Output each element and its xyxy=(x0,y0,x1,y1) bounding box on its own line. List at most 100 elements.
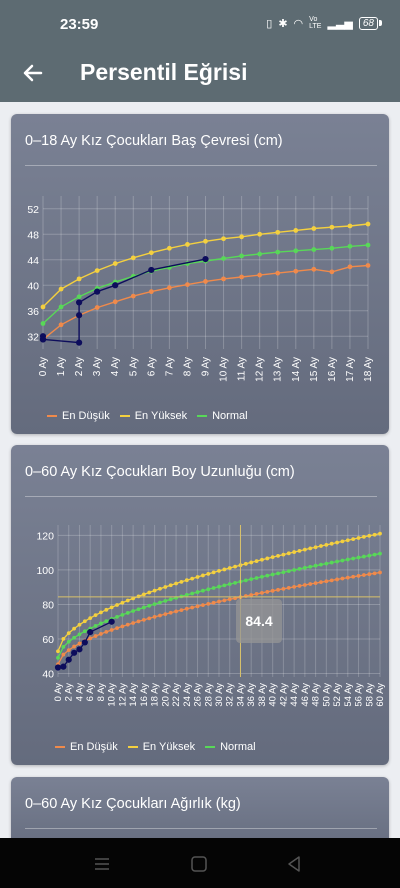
legend-item[interactable]: Normal xyxy=(205,741,256,753)
x-tick-label: 16 Ay xyxy=(139,683,150,707)
menu-icon[interactable] xyxy=(90,852,114,876)
data-point xyxy=(254,559,259,563)
data-point xyxy=(313,581,318,585)
data-point xyxy=(347,264,353,270)
data-point xyxy=(82,619,87,624)
data-point xyxy=(93,623,98,628)
y-tick-label: 40 xyxy=(27,280,39,292)
data-point xyxy=(179,579,184,584)
data-point xyxy=(166,245,172,251)
card-divider xyxy=(25,165,377,166)
data-point xyxy=(217,584,221,589)
data-point xyxy=(115,603,119,607)
data-point xyxy=(72,644,76,649)
app-bar: Persentil Eğrisi xyxy=(0,44,400,102)
signal-icon: ▂▃▅ xyxy=(327,17,353,30)
system-nav-bar xyxy=(0,838,400,888)
data-point xyxy=(136,607,141,612)
data-point xyxy=(112,282,119,289)
data-point xyxy=(345,538,350,543)
legend-label: En Düşük xyxy=(70,741,118,753)
x-tick-label: 6 Ay xyxy=(85,683,96,702)
legend-label: En Yüksek xyxy=(142,741,196,753)
head-circumference-chart[interactable]: 0 Ay 1 Ay 2 Ay 3 Ay 4 Ay 5 Ay 6 Ay 7 Ay 8 Ay 9 Ay… xyxy=(11,114,389,434)
x-tick-label: 52 Ay xyxy=(332,683,343,707)
data-point xyxy=(190,576,195,581)
data-point xyxy=(168,583,173,588)
data-point xyxy=(88,616,93,621)
data-point xyxy=(243,594,248,598)
data-point xyxy=(308,546,313,551)
data-point xyxy=(254,592,259,596)
data-point xyxy=(329,541,334,546)
height-chart[interactable]: 0 Ay 2 Ay 4 Ay 6 Ay 8 Ay 10 Ay 12 Ay 14 Ay 16 Ay… xyxy=(11,445,389,765)
data-point xyxy=(39,336,47,343)
data-point xyxy=(319,562,323,567)
data-point xyxy=(190,591,195,596)
data-point xyxy=(233,580,238,585)
legend-item[interactable]: En Yüksek xyxy=(119,410,187,422)
legend-item[interactable]: En Düşük xyxy=(55,741,118,753)
vibrate-icon: ▯ xyxy=(266,17,273,30)
data-point xyxy=(372,571,377,576)
x-tick-label: 10 Ay xyxy=(219,357,230,382)
data-point xyxy=(184,606,189,611)
x-tick-label: 2 Ay xyxy=(74,357,85,376)
tooltip-value: 84.4 xyxy=(245,613,272,629)
data-point xyxy=(152,602,157,607)
legend-swatch xyxy=(47,415,57,417)
data-point xyxy=(174,581,178,586)
x-tick-label: 46 Ay xyxy=(300,683,311,707)
data-point xyxy=(56,655,60,660)
data-point xyxy=(99,632,103,636)
data-point xyxy=(147,603,152,608)
data-point xyxy=(66,648,71,652)
card-divider xyxy=(25,828,377,829)
data-point xyxy=(367,553,372,558)
y-tick-label: 48 xyxy=(27,229,39,241)
legend-swatch xyxy=(197,415,208,417)
legend-item[interactable]: En Yüksek xyxy=(127,741,196,753)
data-point xyxy=(329,245,335,251)
data-point xyxy=(168,597,173,602)
data-point xyxy=(112,299,118,305)
x-tick-label: 13 Ay xyxy=(273,357,284,382)
tooltip-box xyxy=(236,599,282,643)
legend-item[interactable]: Normal xyxy=(197,410,248,422)
data-point xyxy=(76,294,82,300)
data-point xyxy=(297,548,302,553)
data-point xyxy=(265,573,270,578)
data-point xyxy=(302,547,307,552)
data-point xyxy=(158,586,162,591)
data-point xyxy=(40,304,46,310)
data-point xyxy=(345,575,350,580)
data-point xyxy=(61,652,66,657)
data-point xyxy=(302,565,307,570)
data-point xyxy=(362,554,366,559)
data-point xyxy=(66,631,71,636)
data-point xyxy=(276,587,280,592)
data-point xyxy=(365,221,371,227)
legend-item[interactable]: En Düşük xyxy=(47,410,110,422)
data-point xyxy=(351,556,356,561)
data-point xyxy=(72,635,76,640)
data-point xyxy=(249,560,254,565)
x-tick-label: 30 Ay xyxy=(214,683,225,707)
data-point xyxy=(329,560,334,565)
x-tick-label: 54 Ay xyxy=(343,683,354,707)
data-point xyxy=(104,607,109,612)
data-point xyxy=(260,557,264,562)
x-tick-label: 1 Ay xyxy=(56,357,67,376)
data-point xyxy=(362,573,366,577)
data-point xyxy=(286,585,291,590)
data-point xyxy=(93,613,98,618)
y-tick-label: 80 xyxy=(42,599,54,611)
data-point xyxy=(195,604,200,609)
status-time: 23:59 xyxy=(60,16,99,33)
home-icon[interactable] xyxy=(187,852,211,876)
data-point xyxy=(168,610,173,615)
data-point xyxy=(60,663,67,670)
back-button[interactable] xyxy=(16,56,50,90)
back-triangle-icon[interactable] xyxy=(282,852,306,876)
battery-tip xyxy=(379,20,382,26)
